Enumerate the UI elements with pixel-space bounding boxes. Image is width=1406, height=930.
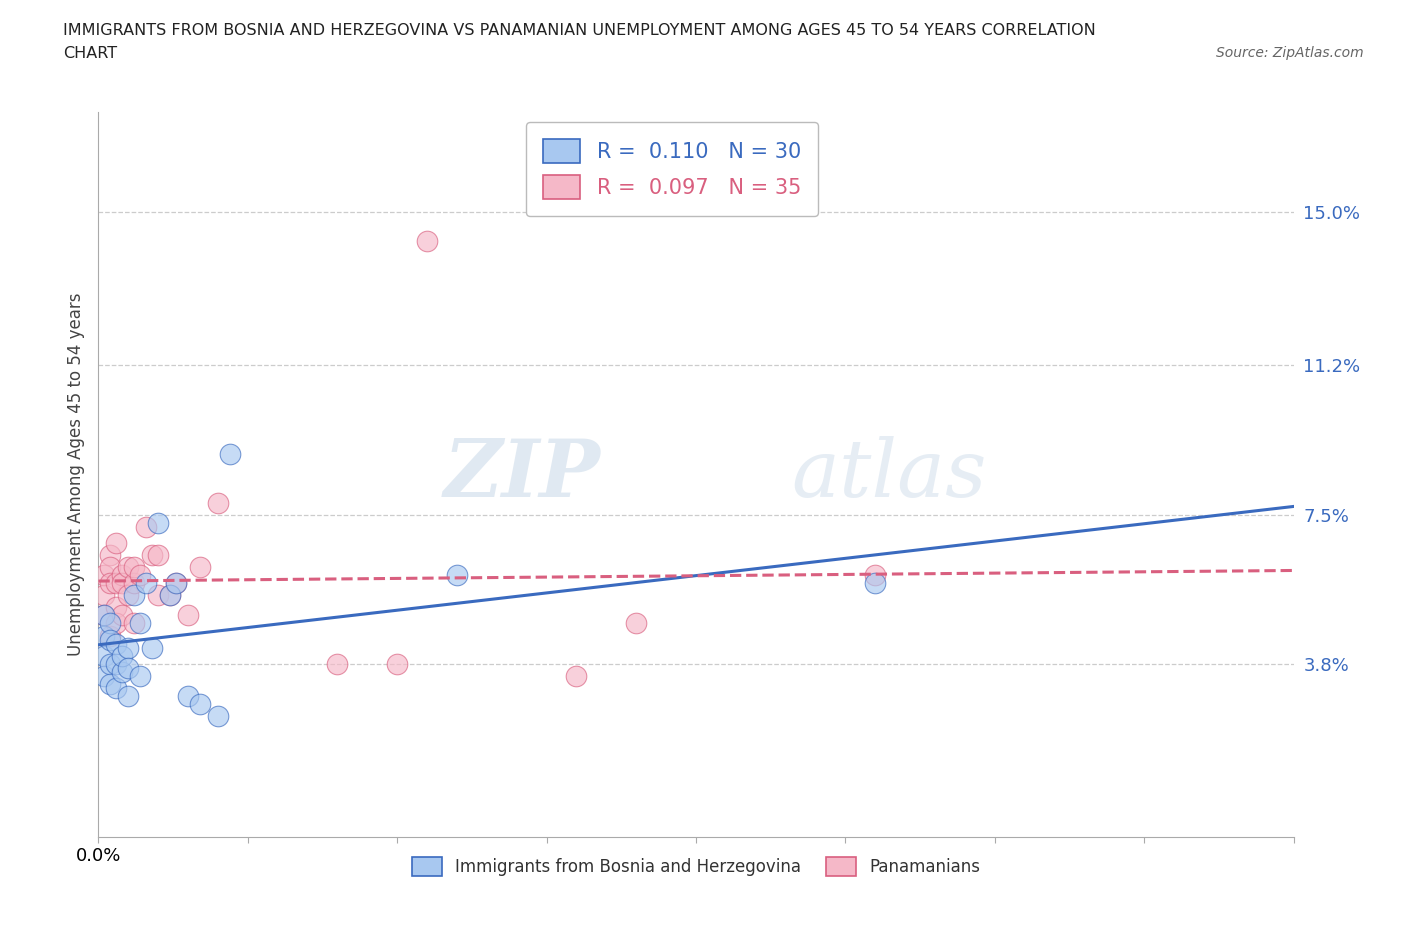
- Point: [111, 576, 134, 591]
- Point: [159, 588, 181, 603]
- Point: [117, 688, 139, 703]
- Point: [117, 588, 139, 603]
- Point: [111, 567, 134, 582]
- Point: [865, 576, 887, 591]
- Text: Source: ZipAtlas.com: Source: ZipAtlas.com: [1216, 46, 1364, 60]
- Point: [98, 657, 122, 671]
- Point: [219, 446, 242, 461]
- Point: [416, 233, 439, 248]
- Point: [188, 697, 211, 711]
- Point: [148, 588, 170, 603]
- Point: [207, 495, 229, 510]
- Point: [124, 616, 146, 631]
- Point: [124, 588, 146, 603]
- Text: CHART: CHART: [63, 46, 117, 61]
- Point: [105, 576, 128, 591]
- Point: [326, 657, 349, 671]
- Point: [93, 608, 115, 623]
- Point: [177, 688, 200, 703]
- Point: [165, 576, 187, 591]
- Point: [117, 640, 139, 655]
- Point: [105, 636, 128, 651]
- Point: [93, 588, 115, 603]
- Point: [385, 657, 409, 671]
- Point: [124, 560, 146, 575]
- Point: [129, 567, 152, 582]
- Point: [105, 681, 128, 696]
- Point: [129, 669, 152, 684]
- Point: [565, 669, 588, 684]
- Point: [98, 628, 122, 643]
- Point: [148, 548, 170, 563]
- Point: [105, 536, 128, 551]
- Y-axis label: Unemployment Among Ages 45 to 54 years: Unemployment Among Ages 45 to 54 years: [66, 293, 84, 656]
- Point: [105, 657, 128, 671]
- Point: [117, 660, 139, 675]
- Point: [865, 567, 887, 582]
- Legend: Immigrants from Bosnia and Herzegovina, Panamanians: Immigrants from Bosnia and Herzegovina, …: [405, 851, 987, 884]
- Point: [98, 560, 122, 575]
- Point: [93, 567, 115, 582]
- Point: [111, 608, 134, 623]
- Point: [93, 628, 115, 643]
- Point: [148, 515, 170, 530]
- Point: [111, 648, 134, 663]
- Point: [207, 709, 229, 724]
- Point: [135, 576, 157, 591]
- Text: ZIP: ZIP: [443, 435, 600, 513]
- Point: [93, 608, 115, 623]
- Point: [135, 519, 157, 534]
- Point: [117, 560, 139, 575]
- Point: [98, 576, 122, 591]
- Point: [111, 664, 134, 679]
- Point: [177, 608, 200, 623]
- Text: IMMIGRANTS FROM BOSNIA AND HERZEGOVINA VS PANAMANIAN UNEMPLOYMENT AMONG AGES 45 : IMMIGRANTS FROM BOSNIA AND HERZEGOVINA V…: [63, 23, 1097, 38]
- Point: [446, 567, 468, 582]
- Point: [98, 548, 122, 563]
- Text: atlas: atlas: [792, 435, 987, 513]
- Point: [165, 576, 187, 591]
- Point: [129, 616, 152, 631]
- Point: [98, 676, 122, 691]
- Point: [105, 616, 128, 631]
- Point: [105, 600, 128, 615]
- Point: [141, 548, 163, 563]
- Point: [159, 588, 181, 603]
- Point: [93, 648, 115, 663]
- Point: [141, 640, 163, 655]
- Point: [93, 669, 115, 684]
- Point: [98, 632, 122, 647]
- Point: [98, 616, 122, 631]
- Point: [626, 616, 648, 631]
- Point: [188, 560, 211, 575]
- Point: [124, 576, 146, 591]
